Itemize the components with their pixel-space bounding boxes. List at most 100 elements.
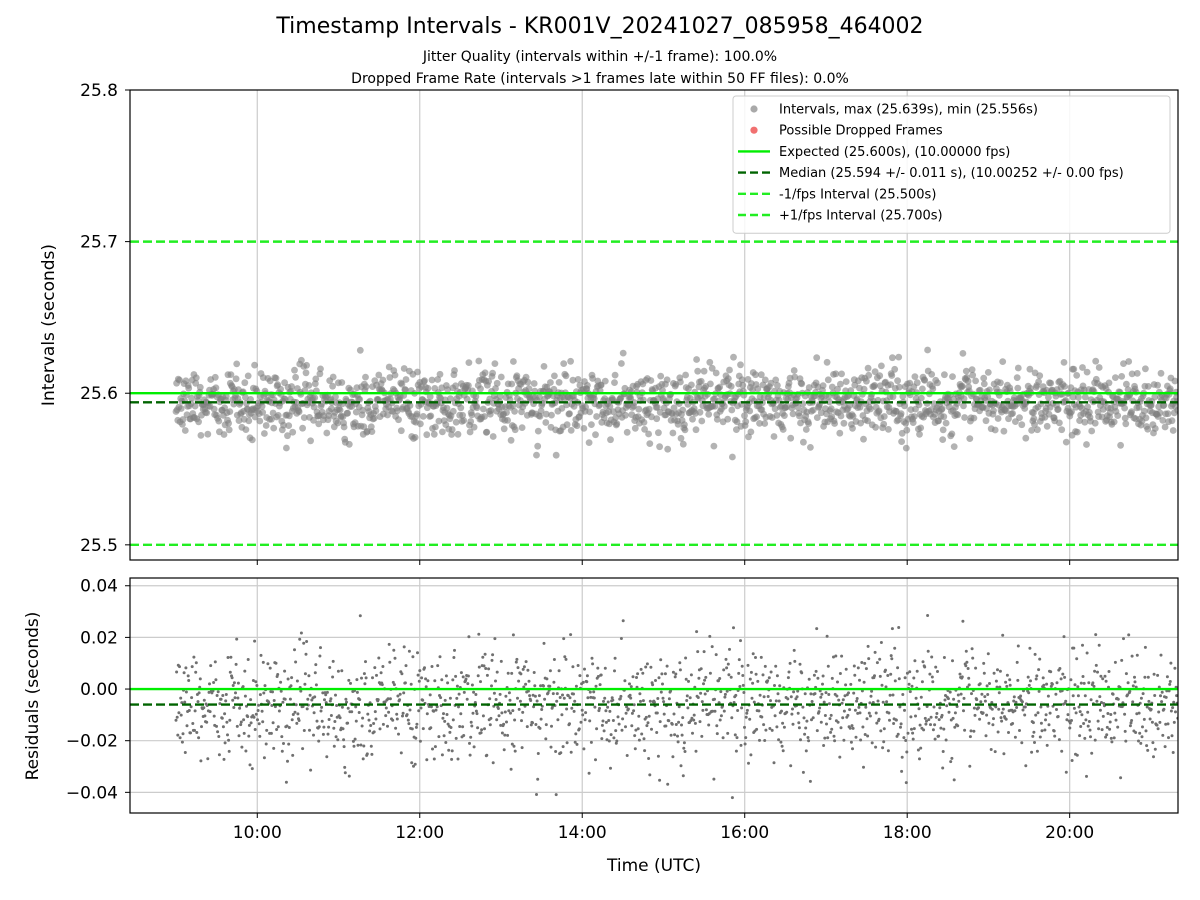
- residual-point: [398, 692, 402, 696]
- residual-point: [190, 665, 194, 669]
- residual-point: [853, 673, 857, 677]
- residual-point: [455, 696, 459, 700]
- residual-point: [242, 718, 246, 722]
- residual-point: [296, 712, 300, 716]
- residual-point: [762, 695, 766, 699]
- residual-point: [700, 734, 704, 738]
- residual-point: [1011, 722, 1015, 725]
- interval-point: [248, 436, 256, 444]
- residual-point: [633, 747, 637, 751]
- residual-point: [702, 682, 705, 686]
- residual-point: [293, 648, 296, 652]
- interval-point: [406, 402, 414, 409]
- residual-point: [615, 739, 619, 743]
- residual-point: [192, 655, 196, 659]
- interval-point: [256, 417, 264, 425]
- residual-point: [802, 716, 806, 720]
- residual-point: [459, 712, 463, 716]
- interval-point: [910, 413, 918, 420]
- residual-point: [227, 749, 231, 753]
- interval-point: [899, 393, 907, 400]
- interval-point: [566, 410, 573, 417]
- residual-point: [1061, 672, 1065, 676]
- interval-point: [689, 415, 696, 423]
- residual-point: [572, 692, 575, 696]
- residual-point: [972, 729, 976, 733]
- residual-point: [899, 725, 902, 729]
- residual-point: [865, 717, 869, 721]
- residual-point: [897, 626, 901, 629]
- residual-point: [791, 722, 795, 726]
- interval-point: [670, 404, 678, 412]
- interval-point: [972, 377, 979, 385]
- interval-point: [1028, 427, 1035, 434]
- residual-point: [448, 696, 452, 700]
- residual-point: [537, 694, 541, 698]
- residual-point: [405, 713, 409, 717]
- interval-point: [982, 417, 990, 425]
- residual-point: [239, 720, 243, 724]
- residual-point: [519, 672, 523, 676]
- interval-point: [340, 423, 348, 431]
- residual-point: [719, 714, 723, 718]
- interval-point: [640, 419, 648, 426]
- residual-point: [682, 741, 686, 745]
- residual-point: [358, 614, 362, 618]
- residual-point: [676, 734, 679, 738]
- residual-point: [522, 685, 526, 689]
- residual-point: [462, 690, 466, 694]
- residual-point: [1050, 682, 1054, 686]
- residual-point: [498, 692, 502, 696]
- residual-point: [832, 655, 835, 659]
- residual-point: [925, 719, 928, 723]
- residual-point: [994, 679, 998, 683]
- residual-point: [608, 709, 612, 713]
- residual-point: [440, 678, 444, 682]
- interval-point: [475, 357, 483, 365]
- residual-point: [667, 719, 671, 723]
- residual-point: [582, 747, 586, 751]
- residual-point: [1091, 681, 1095, 685]
- residual-point: [1004, 717, 1008, 721]
- residual-point: [830, 727, 834, 731]
- residual-point: [630, 711, 634, 715]
- residual-point: [669, 733, 673, 737]
- residual-point: [879, 729, 883, 733]
- residual-point: [392, 683, 396, 687]
- residual-point: [234, 662, 238, 666]
- residual-point: [994, 705, 998, 709]
- residual-point: [373, 710, 377, 714]
- residual-point: [407, 649, 411, 653]
- residual-point: [746, 663, 750, 667]
- residual-point: [1001, 633, 1005, 637]
- residual-point: [951, 659, 954, 663]
- interval-point: [552, 451, 560, 459]
- residual-point: [878, 674, 882, 678]
- residual-point: [249, 698, 253, 702]
- residual-point: [743, 725, 746, 729]
- interval-point: [1159, 417, 1167, 424]
- residual-point: [419, 706, 423, 710]
- residual-point: [1055, 681, 1059, 685]
- residual-point: [856, 666, 860, 670]
- interval-point: [997, 379, 1004, 387]
- interval-point: [1164, 410, 1172, 418]
- residual-point: [1070, 719, 1073, 722]
- residual-point: [885, 700, 889, 704]
- residual-point: [803, 732, 807, 736]
- interval-point: [1068, 408, 1075, 416]
- residual-point: [1143, 645, 1147, 649]
- interval-point: [720, 402, 728, 410]
- residual-point: [449, 726, 453, 729]
- residual-point: [203, 714, 207, 718]
- interval-point: [1083, 368, 1091, 376]
- interval-point: [1014, 384, 1022, 392]
- legend-label: Median (25.594 +/- 0.011 s), (10.00252 +…: [779, 166, 1124, 181]
- residual-point: [1169, 709, 1173, 713]
- residual-point: [291, 713, 295, 716]
- residual-point: [1135, 712, 1139, 716]
- residual-point: [1027, 683, 1031, 687]
- residual-point: [686, 706, 690, 710]
- interval-point: [941, 371, 948, 379]
- residual-point: [937, 734, 941, 738]
